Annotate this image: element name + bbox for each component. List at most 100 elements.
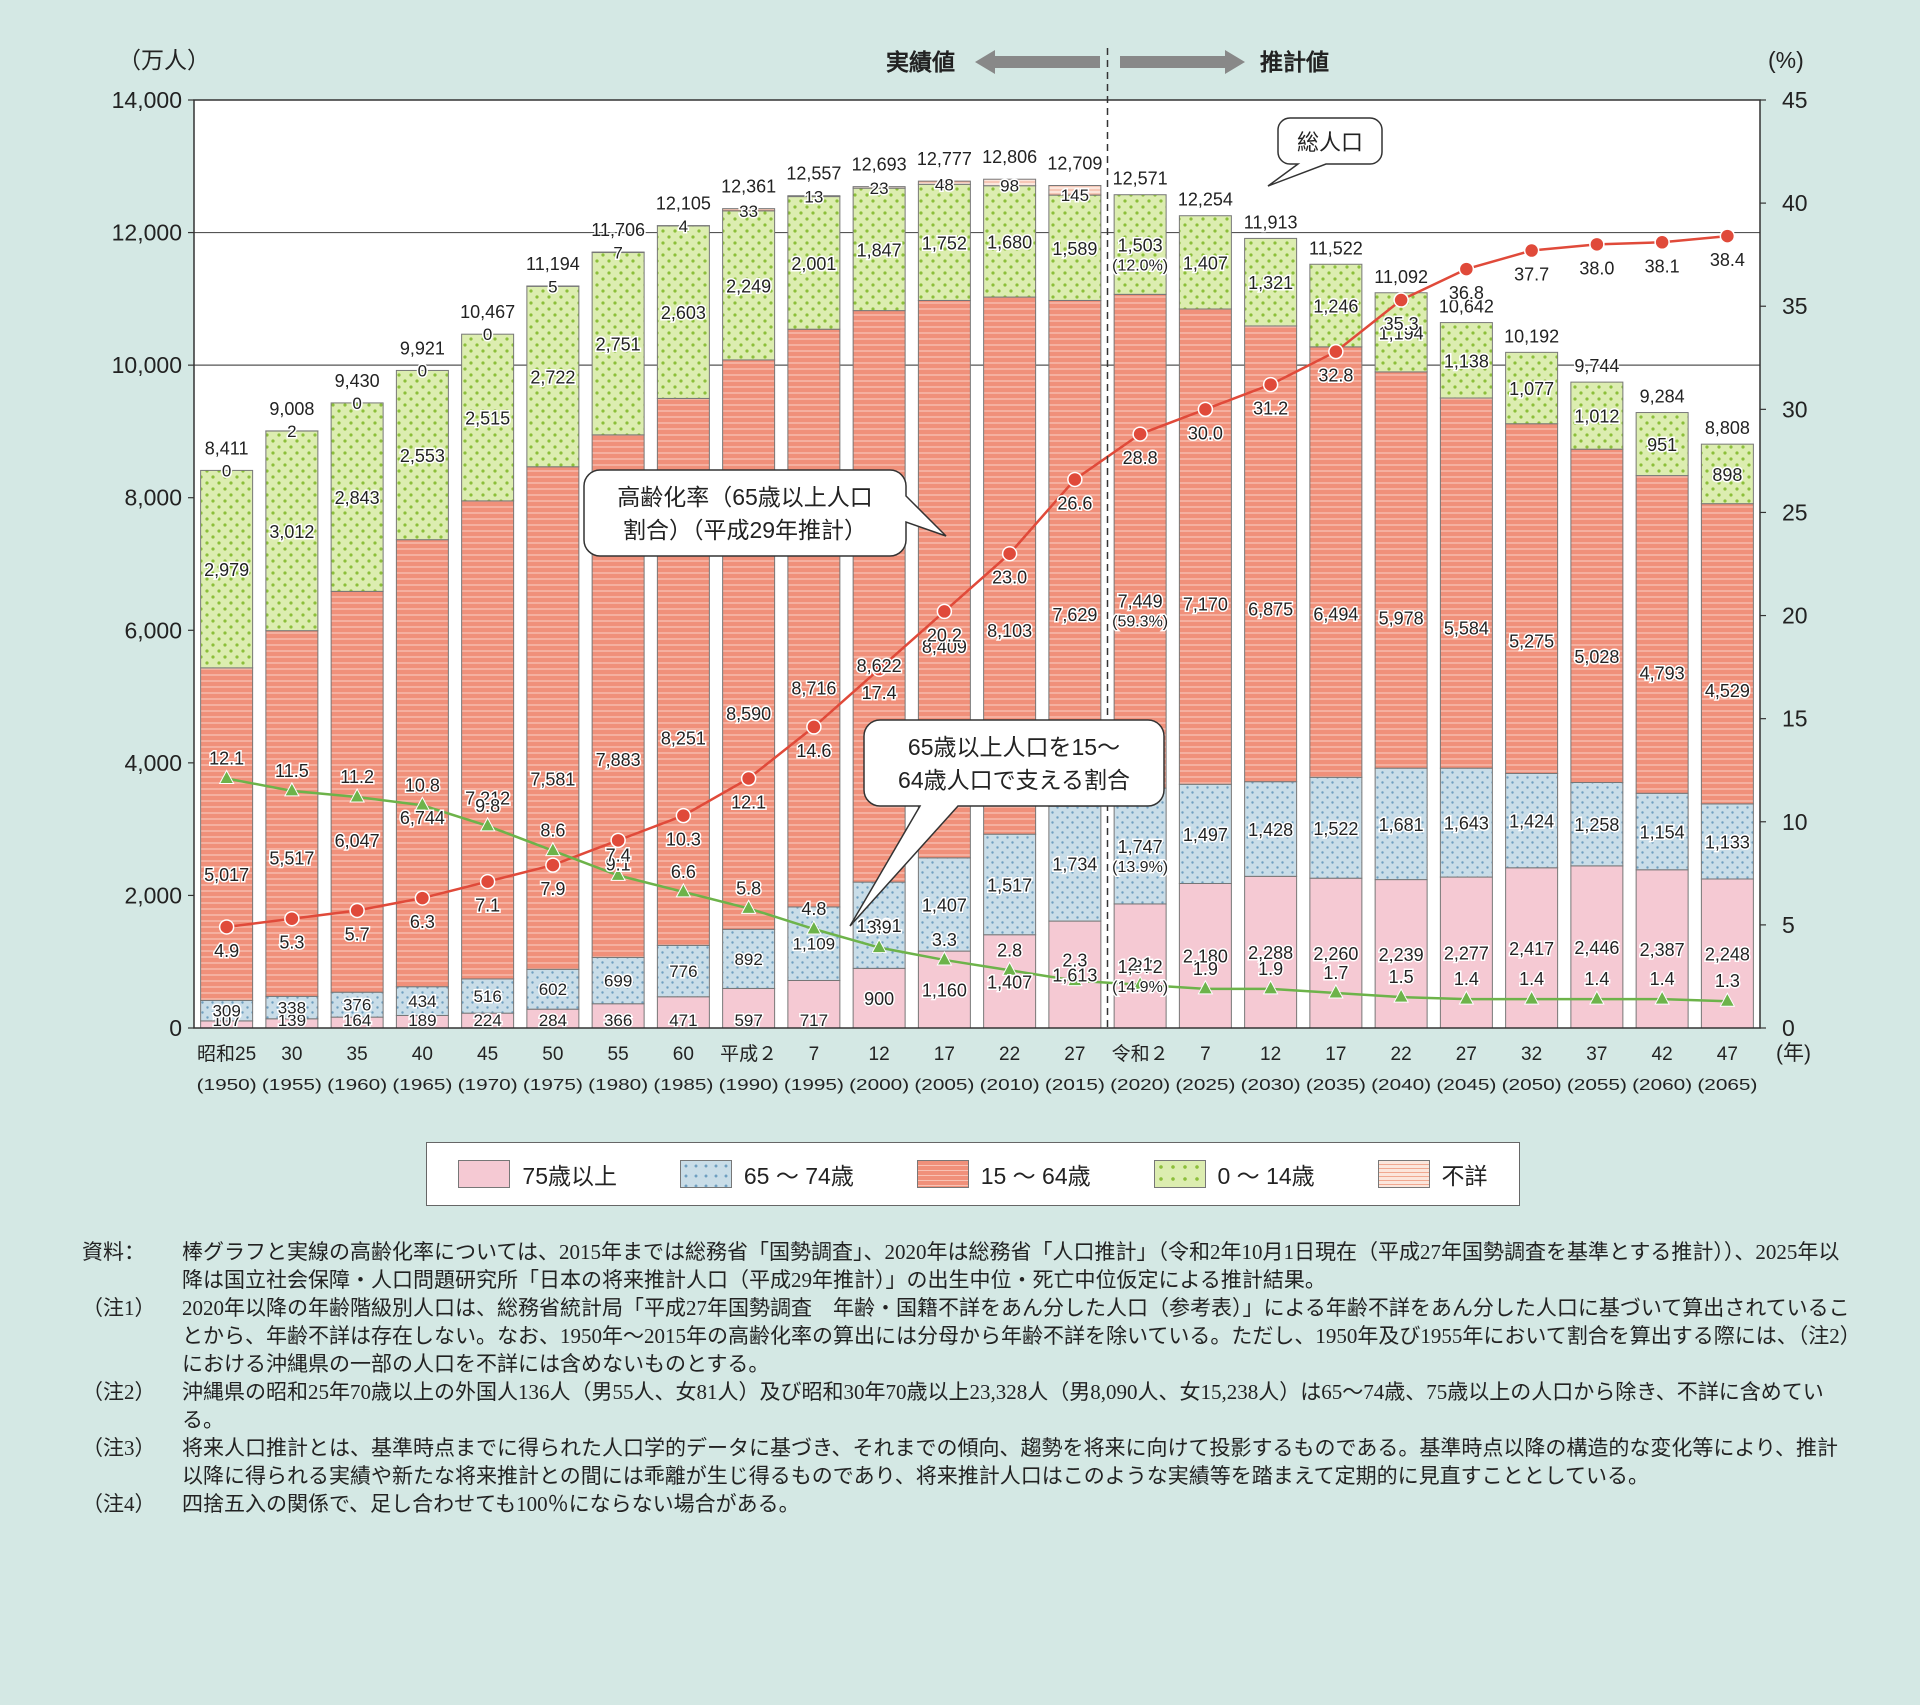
label-total: 11,194 <box>526 254 580 274</box>
label-15-64: 6,744 <box>400 808 445 828</box>
left-tick-label: 0 <box>169 1015 182 1041</box>
label-0-14: 2,001 <box>791 254 836 274</box>
right-tick-label: 35 <box>1782 293 1808 319</box>
aging-rate-label: 30.0 <box>1188 423 1223 443</box>
bar-segment <box>1048 805 1102 922</box>
bar-segment <box>1700 443 1754 505</box>
label-15-64: 5,584 <box>1444 619 1489 639</box>
bar-segment <box>1700 503 1754 805</box>
label-15-64: 8,716 <box>791 678 836 698</box>
label-0-14: 1,680 <box>987 232 1032 252</box>
label-15-64: 8,590 <box>726 704 771 724</box>
aging-rate-line <box>226 234 1728 929</box>
x-tick-year: (2065) <box>1697 1077 1757 1094</box>
label-75plus: 2,387 <box>1640 940 1685 960</box>
label-15-64: 5,517 <box>269 848 314 868</box>
x-tick-year: (2030) <box>1241 1077 1301 1094</box>
x-tick-label: 35 <box>347 1044 368 1065</box>
label-15-64: 7,212 <box>465 788 510 808</box>
label-65-74: 892 <box>734 950 762 969</box>
aging-rate-label: 28.8 <box>1123 448 1158 468</box>
support-ratio-point <box>1393 988 1409 1003</box>
bar-segment <box>787 196 841 330</box>
right-tick-label: 0 <box>1782 1015 1795 1041</box>
plot-frame <box>193 99 1761 1029</box>
x-tick-year: (1975) <box>523 1077 583 1094</box>
legend: 75歳以上 65 ～ 74歳 15 ～ 64歳 0 ～ 14歳 不詳 <box>426 1142 1520 1206</box>
aging-rate-point <box>1589 236 1605 253</box>
legend-swatch-0-14 <box>1153 1160 1206 1188</box>
x-tick-label: 55 <box>608 1044 629 1065</box>
support-ratio-label: 1.9 <box>1258 959 1283 979</box>
bar-segment <box>1635 412 1689 477</box>
label-0-14: 1,589 <box>1052 239 1097 259</box>
aging-rate-point <box>1328 343 1344 360</box>
aging-rate-point <box>1393 292 1409 308</box>
bar-segment <box>395 369 449 541</box>
label-0-14: 1,407 <box>1183 253 1228 273</box>
legend-label: 不詳 <box>1441 1163 1488 1189</box>
label-65-74: 1,133 <box>1705 832 1750 852</box>
label-65-74: 1,643 <box>1444 814 1489 834</box>
note-label: （注3） <box>82 1436 156 1460</box>
support-ratio-point <box>414 796 431 811</box>
x-tick-year: (1995) <box>784 1077 844 1094</box>
support-ratio-point <box>806 919 822 935</box>
aging-rate-callout <box>583 469 947 557</box>
bar-segment <box>1439 397 1493 769</box>
bar-segment <box>852 881 906 969</box>
x-tick-label: 17 <box>934 1044 955 1065</box>
arrow-right-icon <box>1120 50 1245 74</box>
bar-segment <box>722 210 776 361</box>
right-tick-label: 10 <box>1782 809 1808 835</box>
left-tick-label: 8,000 <box>124 485 182 511</box>
x-tick-label: 7 <box>1200 1044 1211 1065</box>
aging-rate-point <box>545 857 561 873</box>
support-ratio-label: 1.4 <box>1519 969 1544 989</box>
population-chart: 1073095,0172,97908,4111393385,5173,01229… <box>112 47 1811 1094</box>
bar-segment <box>1439 322 1493 399</box>
bar-segment <box>1113 194 1167 295</box>
support-ratio-label: 2.3 <box>1062 951 1087 971</box>
support-ratio-point <box>1001 961 1018 976</box>
note-text: 沖縄県の昭和25年70歳以上の外国人136人（男55人、女81人）及び昭和30年… <box>182 1380 1824 1432</box>
support-ratio-label: 1.4 <box>1584 969 1609 989</box>
x-tick-label: 7 <box>809 1044 820 1065</box>
left-tick-label: 12,000 <box>112 220 182 246</box>
bar-segment <box>591 956 645 1005</box>
label-total: 11,913 <box>1244 212 1298 232</box>
bar-segment <box>461 500 515 980</box>
aging-rate-point <box>675 807 692 824</box>
label-65-74: 1,522 <box>1313 819 1358 839</box>
bar-segment <box>917 183 971 301</box>
label-0-14: 951 <box>1647 435 1677 455</box>
x-tick-label: 22 <box>999 1044 1020 1065</box>
note-4: （注4） 四捨五入の関係で、足し合わせても100％にならない場合がある。 <box>82 1490 1852 1518</box>
note-3: （注3） 将来人口推計とは、基準時点までに得られた人口学的データに基づき、それま… <box>82 1434 1852 1490</box>
x-tick-label: 47 <box>1717 1044 1738 1065</box>
bar-segment <box>1244 237 1298 327</box>
label-unknown: 0 <box>483 325 492 344</box>
label-75plus: 164 <box>343 1011 371 1030</box>
right-tick-label: 45 <box>1782 87 1808 113</box>
x-tick-year: (2020) <box>1110 1077 1170 1094</box>
aging-rate-point <box>871 661 887 677</box>
support-ratio-callout-line1: 65歳以上人口を15～ <box>908 734 1120 760</box>
support-ratio-point <box>1197 979 1214 995</box>
bars <box>200 178 1754 1029</box>
label-75plus: 2,288 <box>1248 943 1293 963</box>
aging-rate-label: 38.0 <box>1579 258 1614 278</box>
bar-segment <box>591 252 645 436</box>
note-text: 棒グラフと実線の高齢化率については、2015年までは総務省「国勢調査」、2020… <box>182 1240 1840 1292</box>
note-text: 2020年以降の年齢階級別人口は、総務省統計局「平成27年国勢調査 年齢・国籍不… <box>182 1296 1851 1376</box>
bar-segment <box>330 402 384 592</box>
bar-segment <box>722 208 776 212</box>
left-axis-unit: （万人） <box>118 47 210 73</box>
bar-segment <box>656 944 710 998</box>
label-0-14: 1,246 <box>1313 297 1358 317</box>
aging-rate-label: 38.4 <box>1710 250 1745 270</box>
label-total: 12,777 <box>917 149 972 169</box>
support-ratio-label: 10.8 <box>405 775 440 795</box>
label-65-74: 1,424 <box>1509 812 1554 832</box>
label-65-74: 1,747 <box>1118 837 1163 857</box>
